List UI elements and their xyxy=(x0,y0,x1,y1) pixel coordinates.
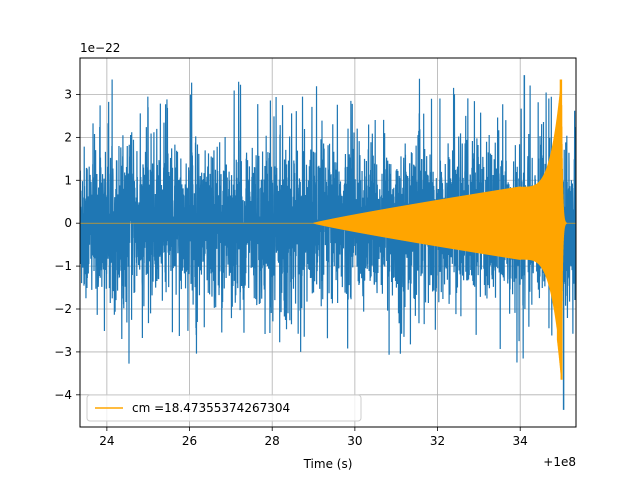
y-tick-label: 1 xyxy=(64,173,72,187)
legend-box xyxy=(86,394,362,422)
x-axis-label: Time (s) xyxy=(303,457,353,471)
plot-frame xyxy=(79,57,577,428)
plot-series xyxy=(80,75,576,410)
y-tick-label: −4 xyxy=(54,388,72,402)
y-tick-label: 0 xyxy=(64,216,72,230)
chirp-series-line xyxy=(80,79,576,379)
x-tick-label: 24 xyxy=(99,434,114,448)
y-tick-label: 3 xyxy=(64,87,72,101)
legend: cm =18.47355374267304 xyxy=(86,394,362,422)
y-multiplier-label: 1e−22 xyxy=(80,41,120,55)
y-axis: −4 −3 −2 −1 0 1 2 3 xyxy=(54,87,80,402)
y-tick-label: −3 xyxy=(54,345,72,359)
y-tick-label: 2 xyxy=(64,130,72,144)
x-tick-label: 28 xyxy=(265,434,280,448)
x-offset-label: +1e8 xyxy=(543,455,576,469)
x-tick-label: 30 xyxy=(347,434,362,448)
y-tick-label: −1 xyxy=(54,259,72,273)
x-axis: 24 26 28 30 32 34 xyxy=(99,427,528,448)
x-tick-label: 26 xyxy=(182,434,197,448)
x-tick-label: 34 xyxy=(513,434,528,448)
y-tick-label: −2 xyxy=(54,302,72,316)
legend-entry-label: cm =18.47355374267304 xyxy=(132,401,290,415)
x-tick-label: 32 xyxy=(430,434,445,448)
